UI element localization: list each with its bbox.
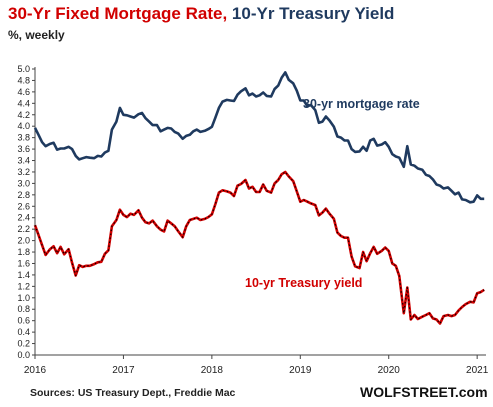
annotation-mortgage: 30-yr mortgage rate	[303, 97, 420, 111]
y-tick-label: 1.2	[17, 281, 30, 291]
y-tick-label: 3.8	[17, 133, 30, 143]
title-mortgage: 30-Yr Fixed Mortgage Rate	[8, 4, 223, 23]
x-tick-label: 2016	[24, 365, 47, 376]
source-note: Sources: US Treasury Dept., Freddie Mac	[30, 387, 236, 399]
series-line-treasury-dots	[34, 171, 485, 325]
x-tick-label: 2019	[289, 365, 312, 376]
y-tick-label: 1.8	[17, 247, 30, 257]
y-tick-label: 4.8	[17, 75, 30, 85]
y-tick-label: 4.2	[17, 110, 30, 120]
brand-logo: WOLFSTREET.com	[360, 384, 488, 400]
y-tick-label: 0.8	[17, 304, 30, 314]
title-treasury: 10-Yr Treasury Yield	[231, 4, 395, 23]
y-tick-label: 4.4	[17, 98, 30, 108]
y-tick-label: 2.0	[17, 236, 30, 246]
y-tick-label: 2.4	[17, 213, 30, 223]
y-tick-label: 3.0	[17, 178, 30, 188]
x-tick-label: 2020	[378, 365, 401, 376]
y-tick-label: 3.6	[17, 144, 30, 154]
y-tick-label: 2.2	[17, 224, 30, 234]
y-tick-label: 1.4	[17, 270, 30, 280]
x-tick-label: 2021	[466, 365, 489, 376]
y-tick-label: 0.2	[17, 339, 30, 349]
x-tick-label: 2018	[201, 365, 224, 376]
y-tick-label: 0.6	[17, 316, 30, 326]
chart-title: 30-Yr Fixed Mortgage Rate, 10-Yr Treasur…	[8, 4, 394, 24]
y-tick-label: 4.6	[17, 87, 30, 97]
y-tick-label: 0.0	[17, 350, 30, 360]
x-axis: 2016 2017 2018 2019 2020 2021	[24, 354, 489, 376]
y-tick-label: 0.4	[17, 327, 30, 337]
y-tick-label: 3.2	[17, 167, 30, 177]
annotation-treasury: 10-yr Treasury yield	[245, 276, 362, 290]
y-tick-label: 2.8	[17, 190, 30, 200]
y-tick-label: 5.0	[17, 64, 30, 74]
series-line-mortgage	[33, 71, 485, 204]
title-separator: ,	[222, 4, 232, 23]
y-axis: 0.00.2 0.40.6 0.81.0 1.21.4 1.61.82.0 2.22.4 2…	[17, 64, 36, 360]
y-tick-label: 3.4	[17, 156, 30, 166]
y-tick-label: 4.0	[17, 121, 30, 131]
series-line-treasury	[33, 170, 485, 325]
x-tick-label: 2017	[112, 365, 135, 376]
series-lines	[33, 71, 485, 325]
y-tick-label: 1.0	[17, 293, 30, 303]
line-chart: 0.00.2 0.40.6 0.81.0 1.21.4 1.61.82.0 2.22.4 2…	[17, 64, 489, 376]
chart-subtitle: %, weekly	[8, 28, 65, 42]
y-tick-label: 1.6	[17, 258, 30, 268]
y-tick-label: 2.6	[17, 201, 30, 211]
